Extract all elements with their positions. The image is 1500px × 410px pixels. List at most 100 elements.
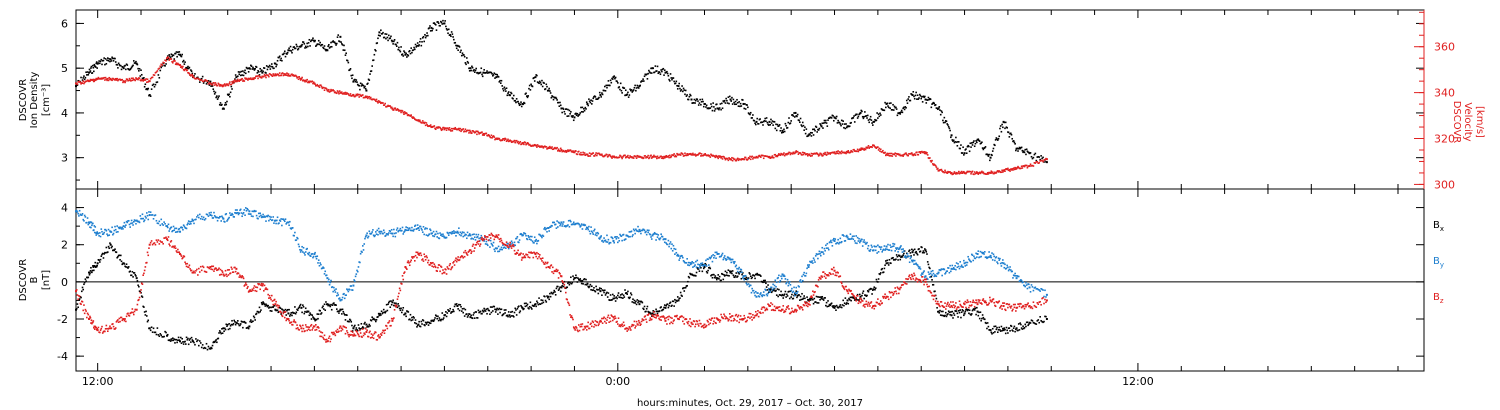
trace-dot [556, 220, 558, 222]
trace-dot [811, 132, 813, 134]
trace-dot [279, 307, 282, 310]
trace-dot [549, 90, 551, 92]
trace-dot [1019, 322, 1021, 324]
trace-dot [330, 279, 332, 282]
trace-dot [239, 74, 242, 77]
trace-dot [785, 153, 787, 155]
trace-dot [314, 39, 316, 42]
trace-dot [852, 296, 855, 298]
trace-dot [570, 111, 572, 113]
trace-dot [208, 212, 211, 214]
trace-dot [611, 299, 613, 301]
trace-dot [712, 102, 714, 104]
trace-dot [100, 78, 103, 80]
trace-dot [568, 225, 571, 228]
trace-dot [557, 148, 560, 151]
trace-dot [269, 218, 272, 221]
trace-dot [278, 74, 280, 77]
trace-dot [917, 98, 920, 100]
trace-dot [309, 312, 311, 314]
trace-dot [721, 273, 724, 276]
trace-dot [257, 212, 260, 215]
trace-dot [468, 70, 471, 72]
trace-dot [686, 94, 688, 96]
trace-dot [509, 316, 511, 318]
trace-dot [374, 48, 376, 51]
trace-dot [590, 153, 593, 156]
trace-dot [375, 98, 378, 101]
trace-dot [113, 229, 116, 232]
data-point [109, 243, 112, 246]
trace-dot [997, 171, 1000, 173]
trace-dot [981, 141, 983, 144]
trace-dot [968, 150, 971, 153]
trace-dot [951, 310, 954, 313]
trace-dot [994, 139, 997, 141]
trace-dot [226, 83, 228, 85]
trace-dot [1025, 325, 1027, 328]
trace-dot [973, 171, 976, 173]
trace-dot [349, 319, 352, 322]
trace-dot [421, 231, 424, 233]
trace-dot [940, 110, 943, 112]
trace-dot [744, 156, 747, 159]
trace-dot [296, 45, 298, 48]
data-point [404, 53, 407, 56]
trace-dot [263, 302, 265, 305]
data-point [365, 323, 368, 326]
trace-dot [831, 305, 834, 307]
trace-dot [190, 222, 192, 225]
trace-dot [1002, 327, 1004, 330]
trace-dot [585, 228, 587, 231]
trace-dot [986, 153, 989, 156]
trace-dot [302, 41, 305, 43]
trace-dot [653, 231, 656, 234]
trace-dot [797, 153, 800, 156]
trace-dot [330, 88, 332, 91]
trace-dot [952, 172, 955, 175]
trace-dot [765, 120, 767, 123]
trace-dot [146, 78, 149, 81]
trace-dot [114, 248, 116, 250]
trace-dot [796, 150, 799, 153]
data-point [534, 240, 537, 242]
trace-dot [783, 154, 786, 157]
trace-dot [902, 155, 904, 157]
trace-dot [841, 304, 844, 306]
trace-dot [459, 304, 462, 306]
trace-dot [543, 228, 545, 230]
data-point [352, 284, 355, 287]
trace-dot [113, 249, 116, 252]
trace-dot [335, 294, 338, 297]
trace-dot [674, 155, 676, 158]
trace-dot [588, 152, 591, 154]
data-point [261, 303, 264, 306]
trace-dot [728, 275, 730, 277]
trace-dot [473, 233, 475, 236]
trace-dot [383, 231, 386, 234]
trace-dot [1017, 165, 1019, 168]
trace-dot [523, 143, 525, 146]
trace-dot [464, 62, 467, 64]
trace-dot [857, 115, 860, 118]
trace-dot [197, 214, 199, 217]
trace-dot [204, 217, 207, 220]
trace-dot [773, 289, 775, 292]
trace-dot [177, 51, 179, 53]
trace-dot [840, 119, 843, 122]
trace-dot [363, 243, 366, 245]
trace-dot [393, 109, 395, 111]
trace-dot [1009, 330, 1011, 332]
trace-dot [354, 80, 357, 83]
trace-dot [398, 305, 400, 307]
trace-dot [822, 154, 824, 157]
trace-dot [618, 156, 621, 159]
trace-dot [515, 309, 517, 311]
trace-dot [150, 214, 153, 216]
trace-dot [96, 67, 98, 69]
trace-dot [455, 235, 457, 237]
trace-dot [429, 30, 432, 32]
trace-dot [1022, 325, 1024, 328]
trace-dot [228, 216, 230, 219]
trace-dot [293, 312, 295, 314]
